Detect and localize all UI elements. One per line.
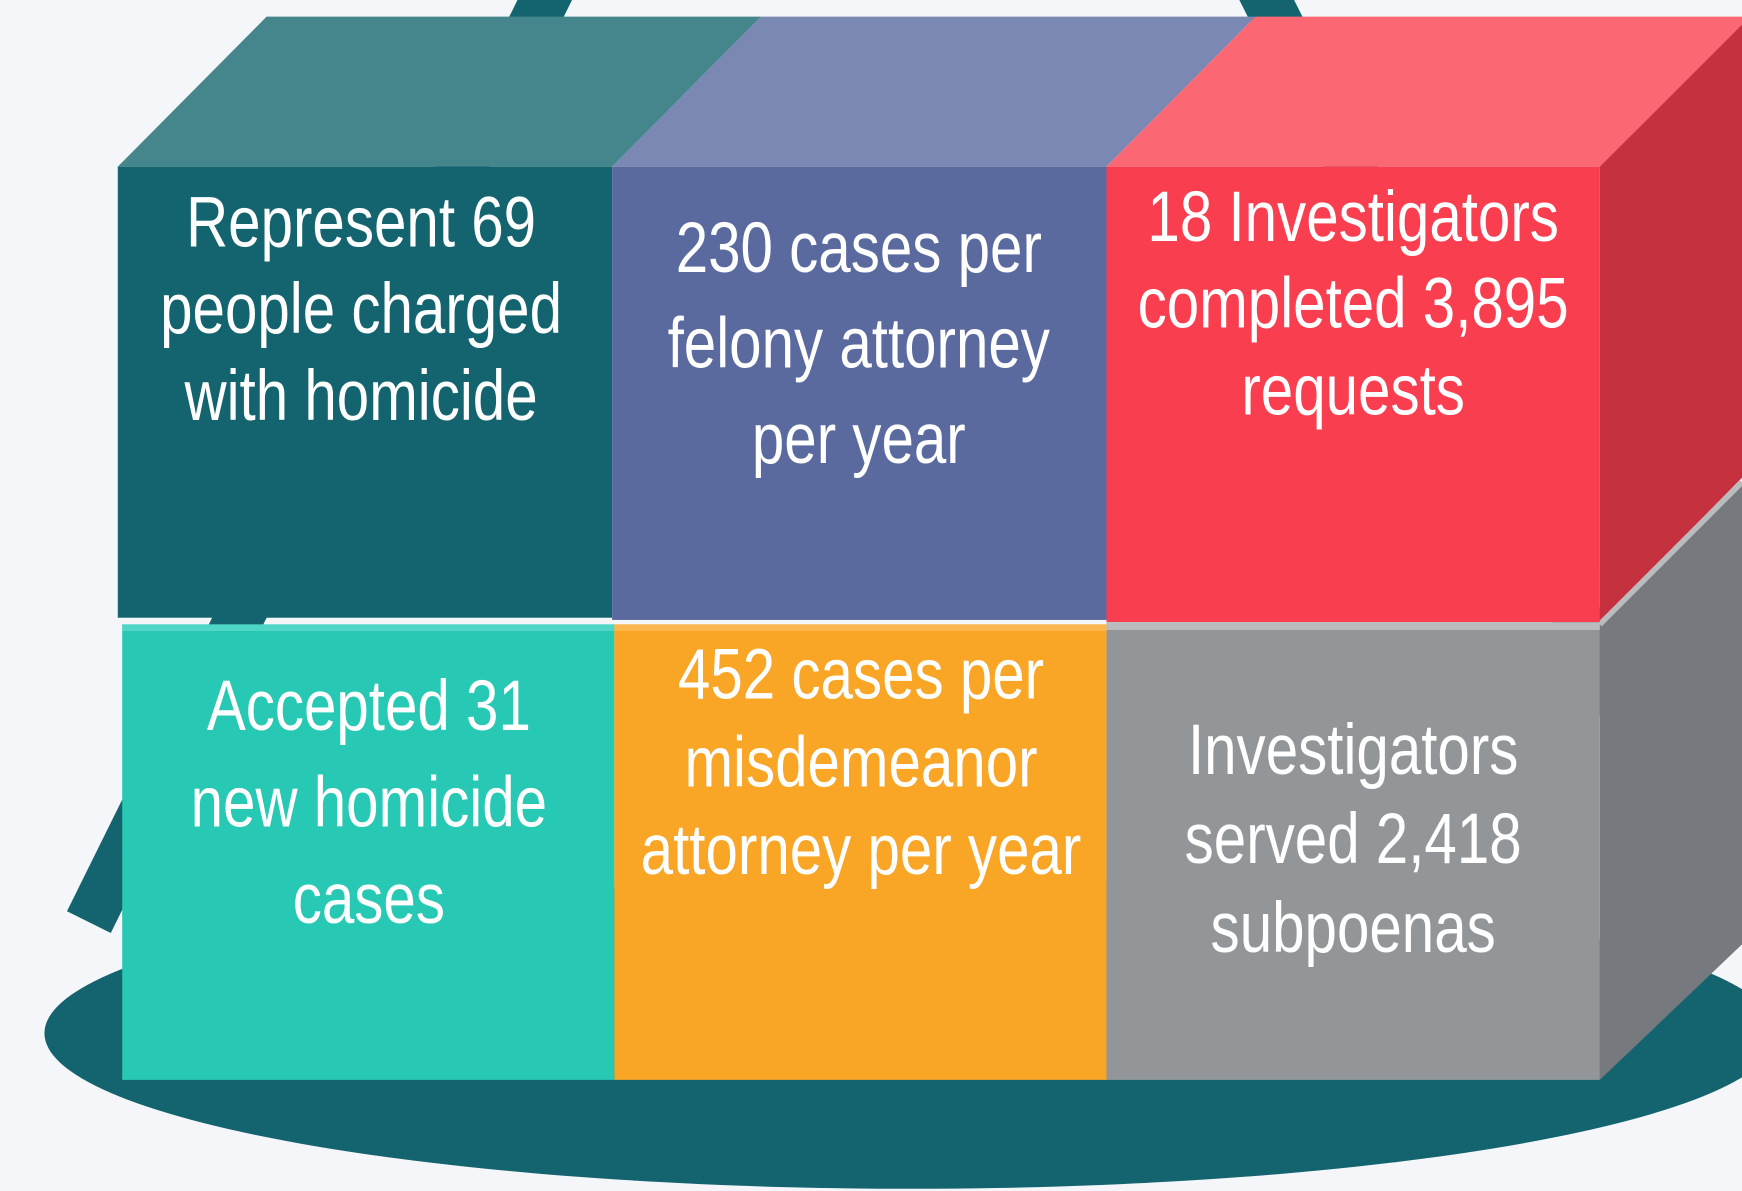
cell-line: Accepted 31 [207, 665, 531, 745]
cell-line: new homicide [191, 762, 547, 842]
cell-line: subpoenas [1211, 887, 1496, 967]
edge [1597, 480, 1742, 627]
cell-line: felony attorney [668, 303, 1051, 383]
edge [122, 624, 615, 632]
cell-line: 452 cases per [678, 634, 1044, 714]
box-front [612, 166, 1107, 620]
cell-text: Accepted 31 new homicide cases [191, 665, 547, 938]
box-front [122, 624, 615, 1080]
box-front [614, 624, 1107, 1080]
box-front [1106, 624, 1600, 1080]
box-side [1599, 24, 1742, 623]
edge [614, 624, 1107, 632]
box-front [117, 166, 613, 618]
cell-line: attorney per year [641, 810, 1082, 890]
cell-line: requests [1241, 350, 1465, 430]
box-top [1106, 16, 1742, 167]
cell-line: 230 cases per [676, 208, 1042, 288]
box-side [1599, 484, 1742, 1080]
cell-line: with homicide [184, 355, 538, 435]
cell-line: Represent 69 [186, 182, 536, 262]
cell-line: 18 Investigators [1147, 176, 1558, 256]
box-top [117, 16, 762, 167]
edge [1106, 622, 1600, 630]
cell-line: completed 3,895 [1138, 263, 1569, 343]
cell-line: Investigators [1188, 710, 1518, 790]
cell-line: served 2,418 [1185, 799, 1522, 879]
box-front [1106, 166, 1600, 623]
cell-line: misdemeanor [684, 722, 1037, 802]
cell-line: per year [752, 399, 966, 479]
cell-line: cases [293, 859, 445, 939]
cell-text: 230 cases per felony attorney per year [668, 208, 1051, 479]
box-top [612, 16, 1256, 167]
cell-line: people charged [160, 269, 562, 349]
